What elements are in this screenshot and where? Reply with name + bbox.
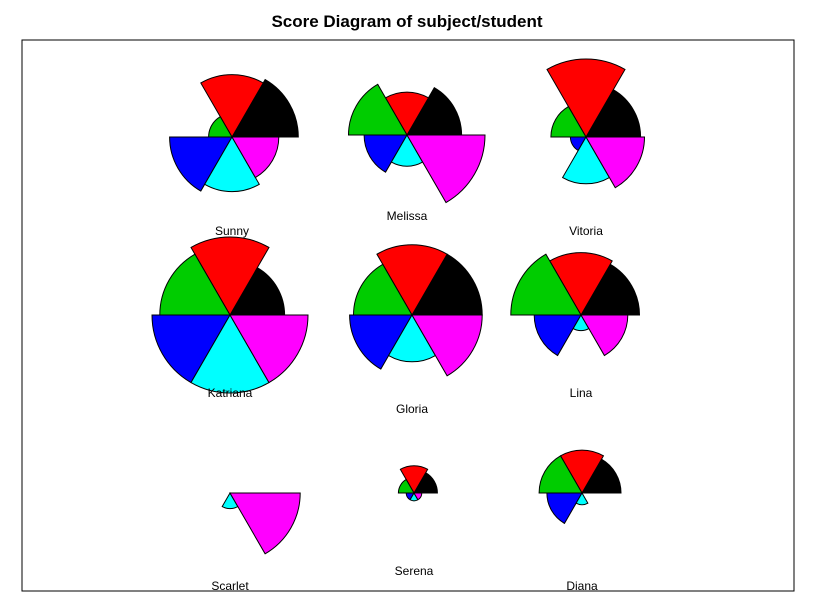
- star-scarlet: Scarlet: [211, 491, 301, 593]
- plot-frame: [21, 39, 795, 592]
- student-label-vitoria: Vitoria: [569, 224, 603, 238]
- segment-sunny-1: [231, 78, 299, 138]
- segment-sunny-6: [231, 136, 280, 179]
- star-vitoria: Vitoria: [546, 58, 646, 238]
- student-label-scarlet: Scarlet: [211, 579, 249, 593]
- segment-gloria-1: [411, 253, 483, 316]
- segment-gloria-6: [411, 314, 483, 377]
- segment-lina-2: [549, 252, 613, 317]
- chart-title: Score Diagram of subject/student: [271, 12, 542, 31]
- student-label-sunny: Sunny: [215, 224, 249, 238]
- segment-melissa-4: [363, 134, 408, 173]
- star-katriana: Katriana: [151, 236, 309, 400]
- star-sunny: Sunny: [169, 74, 299, 238]
- star-serena: Serena: [395, 465, 438, 578]
- segment-katriana-3: [159, 253, 231, 316]
- star-melissa: Melissa: [347, 83, 486, 223]
- star-glyphs: Sunny Melissa Vitoria Katriana Gloria Lina Sca…: [151, 58, 646, 593]
- segment-lina-4: [533, 314, 582, 357]
- segment-diana-2: [559, 449, 605, 494]
- segment-katriana-2: [190, 236, 270, 317]
- segment-lina-6: [580, 314, 629, 357]
- segment-lina-1: [580, 263, 641, 316]
- segment-katriana-1: [229, 267, 286, 316]
- segment-serena-2: [399, 465, 429, 494]
- segment-sunny-5: [204, 136, 260, 193]
- segment-vitoria-6: [585, 136, 646, 189]
- segment-scarlet-6: [229, 492, 301, 555]
- segment-serena-6: [413, 492, 423, 501]
- segment-melissa-6: [406, 134, 486, 204]
- segment-sunny-4: [169, 136, 233, 192]
- segment-serena-3: [397, 478, 415, 494]
- star-lina: Lina: [510, 252, 641, 400]
- segment-vitoria-1: [585, 89, 642, 138]
- segment-diana-4: [546, 492, 583, 525]
- segment-katriana-6: [229, 314, 309, 384]
- student-label-gloria: Gloria: [396, 402, 428, 416]
- segment-katriana-4: [151, 314, 231, 384]
- segment-katriana-5: [190, 313, 270, 394]
- segment-sunny-2: [200, 74, 264, 139]
- segment-vitoria-5: [561, 135, 611, 185]
- segment-gloria-5: [387, 313, 437, 363]
- student-label-serena: Serena: [395, 564, 434, 578]
- segment-vitoria-3: [550, 105, 587, 138]
- segment-gloria-3: [352, 263, 413, 316]
- student-label-diana: Diana: [566, 579, 598, 593]
- segment-melissa-3: [347, 83, 408, 136]
- segment-diana-5: [575, 492, 589, 506]
- star-gloria: Gloria: [349, 244, 483, 416]
- segment-lina-3: [510, 253, 582, 316]
- student-label-katriana: Katriana: [208, 386, 253, 400]
- segment-gloria-2: [376, 244, 448, 316]
- segment-vitoria-2: [546, 58, 626, 139]
- student-label-lina: Lina: [570, 386, 593, 400]
- segment-gloria-4: [349, 314, 413, 370]
- student-label-melissa: Melissa: [387, 209, 428, 223]
- segment-diana-3: [538, 455, 583, 494]
- segment-melissa-1: [406, 87, 463, 136]
- star-diana: Diana: [538, 449, 622, 593]
- segment-melissa-2: [384, 91, 430, 136]
